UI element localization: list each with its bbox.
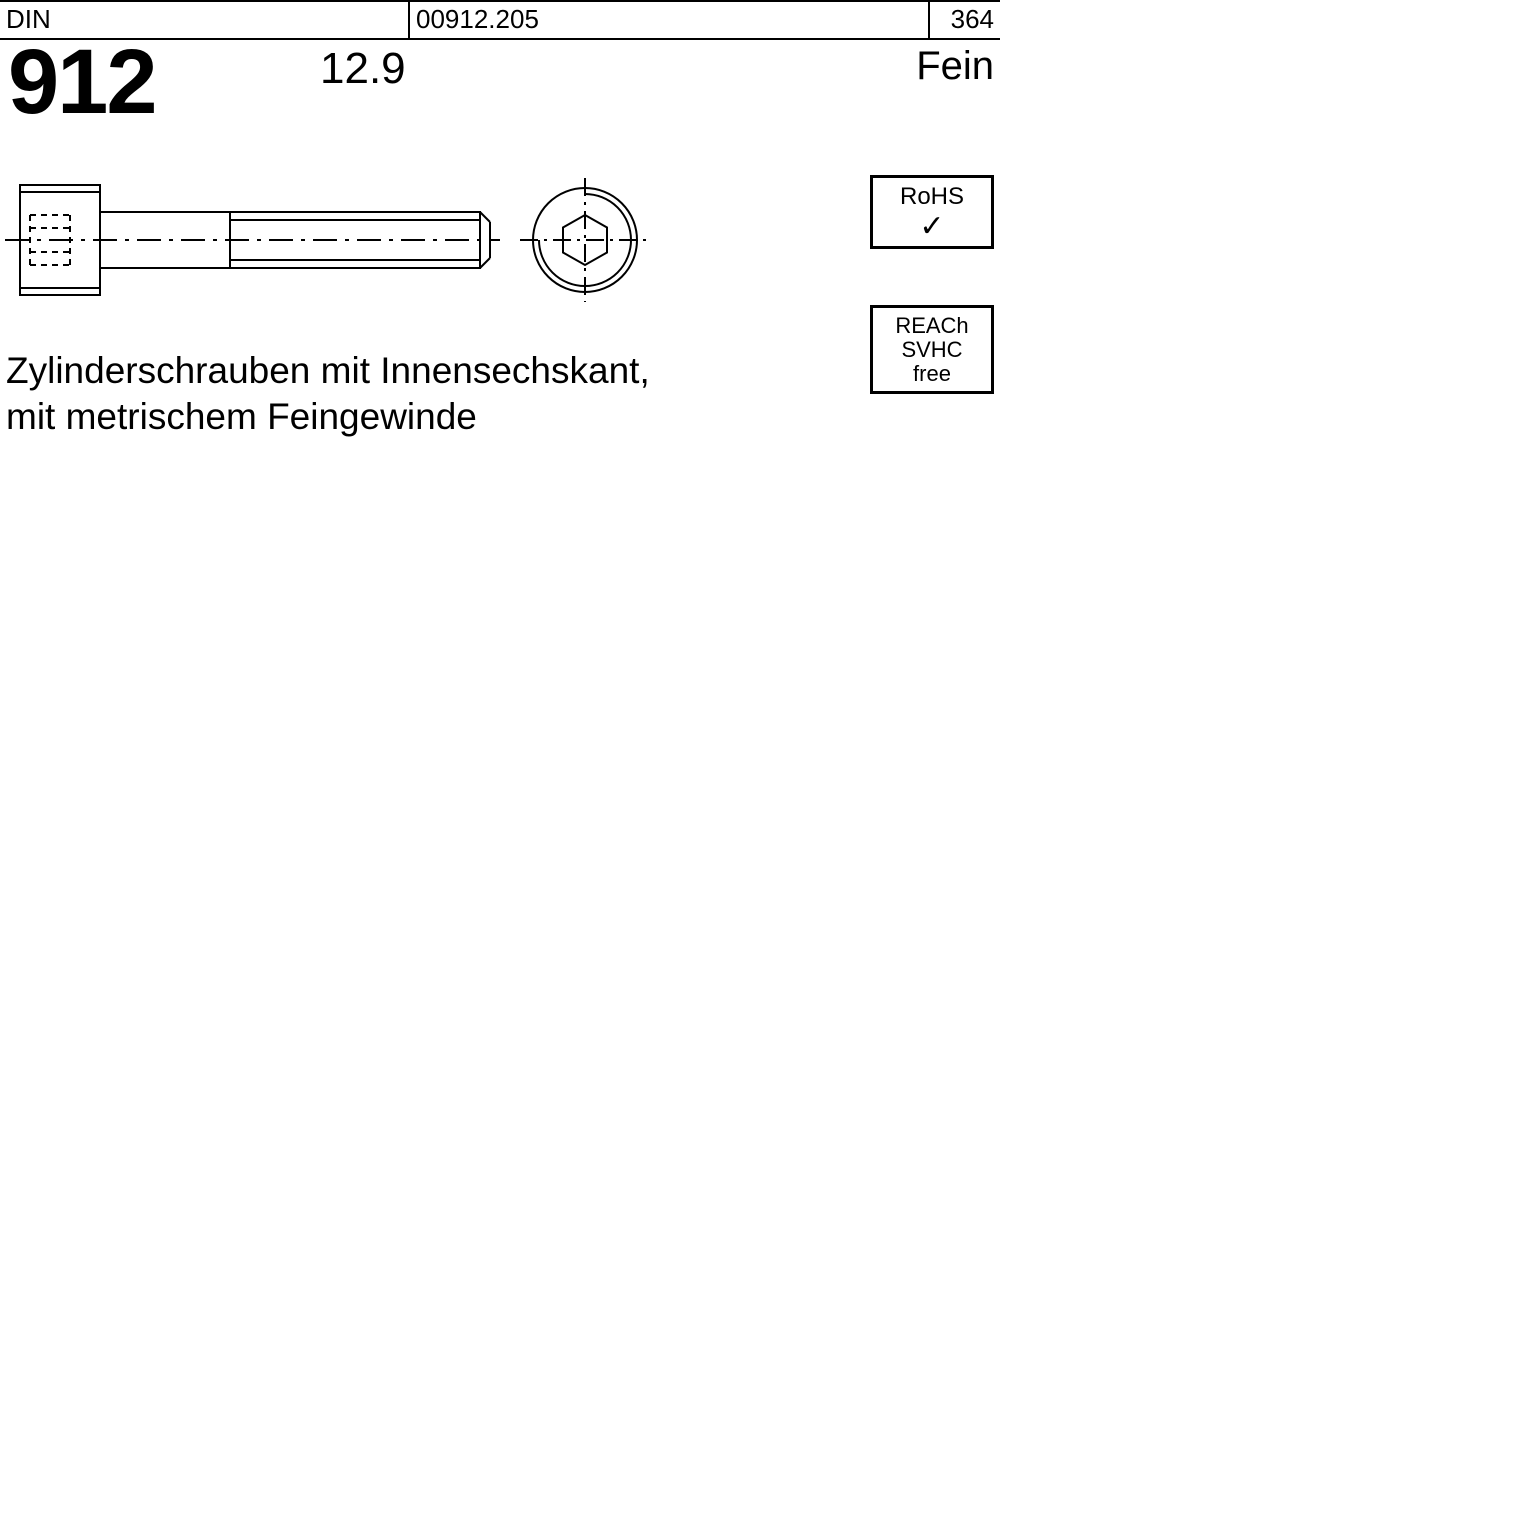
header-page: 364 — [930, 2, 1000, 1002]
thread-tag: Fein — [916, 44, 994, 89]
reach-line3: free — [877, 362, 987, 386]
standard-number: 912 — [8, 30, 156, 135]
screw-drawing — [0, 170, 700, 310]
check-icon: ✓ — [877, 212, 987, 242]
datasheet-page: DIN 00912.205 364 912 12.9 Fein — [0, 0, 1000, 1000]
title-line2: mit metrischem Feingewinde — [6, 396, 477, 437]
rohs-badge: RoHS ✓ — [870, 175, 994, 249]
header-code: 00912.205 — [410, 2, 930, 38]
reach-badge: REACh SVHC free — [870, 305, 994, 394]
title-line1: Zylinderschrauben mit Innensechskant, — [6, 350, 650, 391]
screw-svg — [0, 170, 700, 310]
rohs-label: RoHS — [877, 184, 987, 210]
product-title: Zylinderschrauben mit Innensechskant, mi… — [6, 348, 650, 441]
reach-line1: REACh — [877, 314, 987, 338]
reach-line2: SVHC — [877, 338, 987, 362]
strength-grade: 12.9 — [320, 44, 406, 94]
